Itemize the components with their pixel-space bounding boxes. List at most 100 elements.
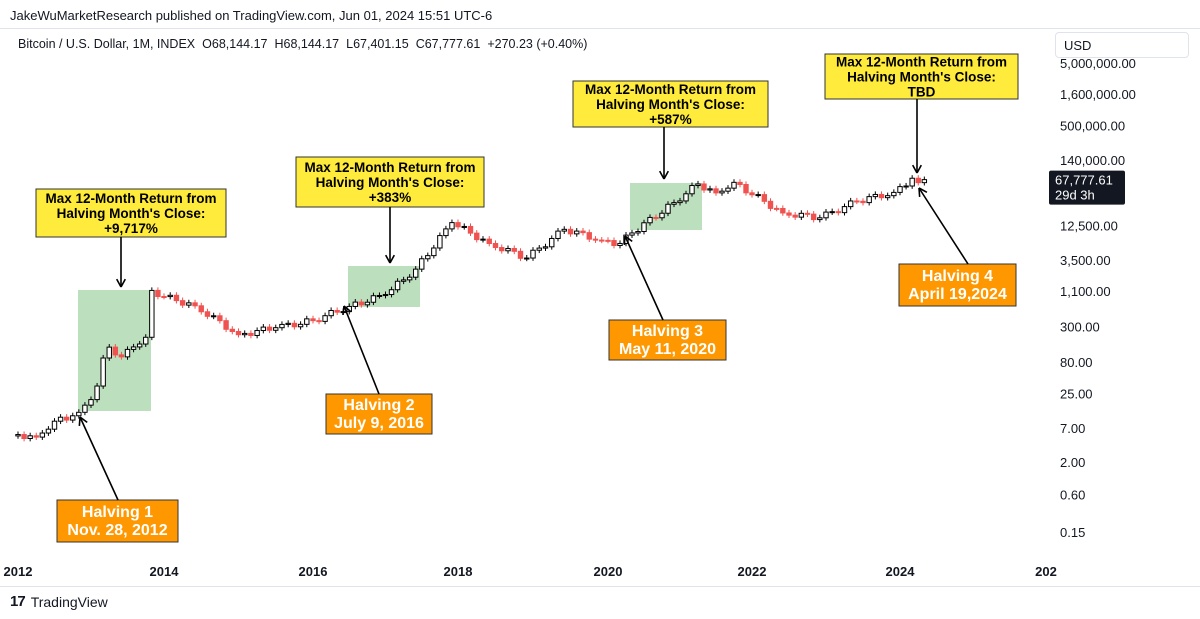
candle-body: [106, 346, 112, 359]
candle-body: [431, 247, 437, 257]
candle: [480, 236, 486, 243]
annotation-arrow: [343, 305, 380, 395]
candle: [388, 286, 395, 298]
candle: [400, 276, 407, 285]
candle: [229, 326, 235, 335]
candle: [279, 321, 285, 331]
candle-body: [94, 385, 100, 401]
candle-body: [701, 183, 707, 191]
y-tick-label: 1,600,000.00: [1060, 87, 1136, 102]
candle: [847, 197, 854, 210]
candle: [743, 181, 749, 196]
candle-body: [605, 239, 611, 242]
candle: [617, 240, 623, 249]
y-tick-label: 0.15: [1060, 525, 1085, 540]
candle-body: [847, 200, 854, 208]
candle: [179, 297, 186, 308]
last-price-tag: [1049, 170, 1125, 205]
callout-text: May 11, 2020: [619, 341, 716, 358]
candle-body: [517, 250, 524, 259]
candle-body: [467, 225, 474, 234]
candle-body: [352, 301, 358, 307]
annotation-arrowhead: [911, 164, 918, 174]
candle-body: [786, 212, 792, 216]
candle: [574, 228, 580, 237]
candle: [511, 245, 517, 255]
candle-body: [586, 232, 592, 240]
candle-body: [835, 211, 842, 214]
candle-body: [792, 214, 798, 218]
candle: [406, 274, 413, 283]
candle-body: [536, 247, 542, 251]
candle-body: [755, 194, 761, 197]
currency-selector[interactable]: USD: [1055, 32, 1189, 58]
callout-box: [608, 319, 727, 361]
symbol-legend: Bitcoin / U.S. Dollar, 1M, INDEX O68,144.…: [18, 37, 594, 51]
candle-body: [88, 399, 94, 406]
candle-body: [192, 302, 198, 307]
candle: [382, 291, 389, 299]
candle: [322, 312, 328, 325]
y-tick-label: 25.00: [1060, 387, 1093, 402]
candle-body: [304, 318, 310, 325]
annotation-arrowhead: [343, 305, 352, 313]
candle: [737, 179, 743, 188]
candle-body: [524, 257, 530, 260]
candle-body: [492, 242, 499, 249]
candle-body: [689, 185, 695, 195]
candle: [536, 245, 542, 254]
candle-body: [561, 228, 567, 232]
candle: [835, 208, 842, 216]
candle: [223, 317, 229, 333]
y-tick-label: 500,000.00: [1060, 119, 1125, 134]
candle: [641, 219, 647, 235]
candle: [810, 211, 817, 223]
candle: [921, 176, 928, 186]
candle-body: [130, 346, 137, 350]
candle-body: [388, 289, 395, 296]
callout-box: [35, 188, 227, 238]
candle-body: [316, 320, 322, 323]
callout-box: [898, 263, 1017, 307]
candle-body: [480, 238, 486, 241]
candle: [659, 210, 665, 221]
callout-text: Max 12-Month Return from: [45, 191, 216, 206]
candle-body: [45, 428, 52, 434]
candle: [297, 321, 304, 330]
candle-body: [419, 258, 425, 270]
annotation-arrowhead: [115, 278, 122, 288]
candle-body: [542, 246, 549, 249]
candle: [155, 287, 161, 300]
candle-body: [279, 323, 285, 329]
tradingview-logo[interactable]: 17 TradingView: [10, 593, 108, 610]
candle: [254, 327, 260, 339]
candle: [136, 340, 143, 350]
candle-body: [903, 185, 909, 188]
symbol-name[interactable]: Bitcoin / U.S. Dollar, 1M, INDEX: [18, 37, 196, 51]
price-chart[interactable]: 0.15 0.60 2.00 7.00 25.00 80.00 300.00 1,100.00…: [0, 0, 1200, 586]
annotation-arrowhead: [342, 305, 345, 316]
candle: [198, 302, 204, 315]
candle: [204, 308, 211, 320]
callout-text: Nov. 28, 2012: [67, 522, 167, 539]
candle-body: [878, 193, 885, 199]
candle-body: [499, 247, 505, 252]
candle-body: [161, 295, 167, 298]
header-divider: [0, 28, 1200, 29]
annotation-arrow: [79, 416, 119, 501]
tradingview-logo-icon: 17: [10, 593, 26, 610]
candle-body: [567, 228, 574, 235]
candle-body: [611, 240, 617, 247]
annotation-arrowhead: [918, 187, 928, 194]
candle: [492, 240, 499, 251]
candle-body: [242, 332, 248, 336]
candle-body: [629, 232, 635, 236]
candle: [786, 209, 792, 219]
candle: [605, 237, 611, 244]
